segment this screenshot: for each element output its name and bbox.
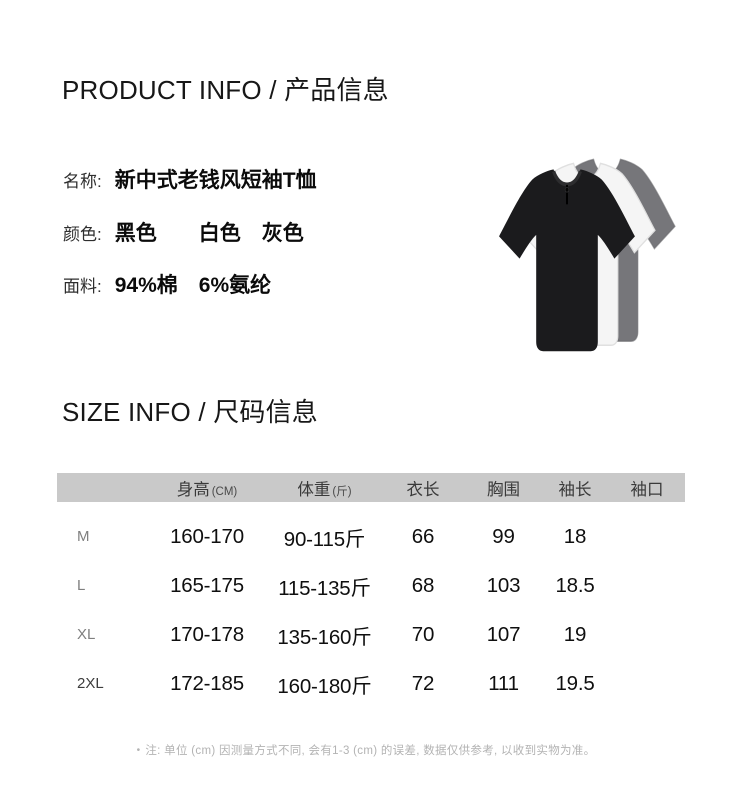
cell-length: 68 <box>411 573 435 597</box>
size-label: M <box>77 528 90 545</box>
size-table: 身高 (CM) 体重 (斤) 衣长 胸围 袖长 袖口 M 160-170 90-115斤 66 99 1… <box>57 473 685 708</box>
size-note: • 注: 单位 (cm) 因测量方式不同, 会有1-3 (cm) 的误差, 数据仅… <box>0 742 732 758</box>
cell-sleeve: 19 <box>563 622 587 646</box>
table-row: M 160-170 90-115斤 66 99 18 <box>57 512 685 561</box>
size-table-header: 身高 (CM) 体重 (斤) 衣长 胸围 袖长 袖口 <box>57 473 685 502</box>
cell-chest: 107 <box>486 622 521 646</box>
product-info-heading: PRODUCT INFO / 产品信息 <box>62 75 389 105</box>
size-table-body: M 160-170 90-115斤 66 99 18 L 165-175 115-135斤 68 1… <box>57 502 685 708</box>
collar-detail <box>552 170 582 187</box>
collar-button <box>564 187 570 193</box>
field-label: 面料: <box>63 277 102 296</box>
cell-height: 172-185 <box>170 671 244 695</box>
header-cell: 体重 (斤) <box>297 480 352 499</box>
cell-length: 72 <box>411 671 435 695</box>
product-fabric-value: 94%棉 6%氨纶 <box>114 274 272 297</box>
cell-length: 70 <box>411 622 435 646</box>
field-label: 名称: <box>63 172 102 191</box>
cell-sleeve: 18 <box>563 524 587 548</box>
cell-chest: 103 <box>486 573 521 597</box>
header-cell: 胸围 <box>487 480 520 499</box>
cell-weight: 90-115斤 <box>283 527 366 551</box>
cell-height: 165-175 <box>170 573 244 597</box>
cell-sleeve: 19.5 <box>555 671 595 695</box>
cell-weight: 135-160斤 <box>277 625 372 649</box>
cell-chest: 111 <box>488 671 519 695</box>
cell-height: 170-178 <box>170 622 244 646</box>
table-row: L 165-175 115-135斤 68 103 18.5 <box>57 561 685 610</box>
field-label: 颜色: <box>63 225 102 244</box>
size-info-heading: SIZE INFO / 尺码信息 <box>62 397 318 427</box>
cell-weight: 115-135斤 <box>278 576 371 600</box>
table-row: 2XL 172-185 160-180斤 72 111 19.5 <box>57 659 685 708</box>
size-label: L <box>77 577 86 594</box>
size-label: 2XL <box>77 675 104 692</box>
cell-length: 66 <box>411 524 435 548</box>
cell-chest: 99 <box>492 524 515 548</box>
header-cell: 袖口 <box>630 480 664 499</box>
product-name-value: 新中式老钱风短袖T恤 <box>114 169 317 192</box>
tshirt-stack-image <box>499 158 676 352</box>
product-color-value: 黑色 白色 灰色 <box>114 222 304 245</box>
header-cell: 身高 (CM) <box>176 480 238 499</box>
product-fabric-field: 面料: 94%棉 6%氨纶 <box>63 269 271 299</box>
cell-weight: 160-180斤 <box>277 674 372 698</box>
header-cell: 袖长 <box>558 480 592 499</box>
cell-height: 160-170 <box>170 524 244 548</box>
product-image <box>448 136 732 364</box>
size-label: XL <box>77 626 96 643</box>
product-name-field: 名称: 新中式老钱风短袖T恤 <box>63 164 317 194</box>
black-tshirt <box>499 169 635 352</box>
product-color-field: 颜色: 黑色 白色 灰色 <box>63 217 304 247</box>
table-row: XL 170-178 135-160斤 70 107 19 <box>57 610 685 659</box>
header-cell: 衣长 <box>406 480 440 499</box>
note-text: 注: 单位 (cm) 因测量方式不同, 会有1-3 (cm) 的误差, 数据仅供… <box>145 745 596 757</box>
note-bullet: • <box>136 745 141 756</box>
cell-sleeve: 18.5 <box>555 573 595 597</box>
